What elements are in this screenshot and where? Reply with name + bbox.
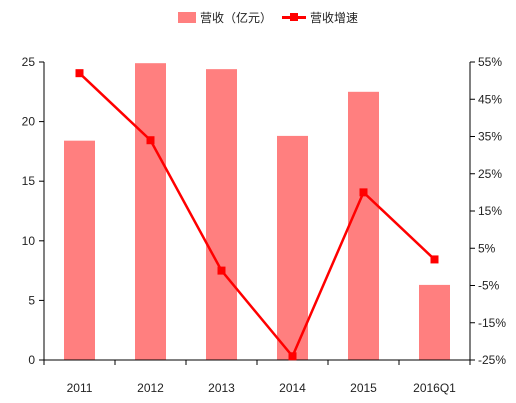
legend-label-revenue: 营收（亿元） [200,10,273,25]
bar-2011 [64,140,95,360]
left-tick-label: 20 [22,115,36,129]
growth-point-2014 [288,352,297,361]
right-tick-label: 35% [478,130,502,144]
legend-item-growth: 营收增速 [282,9,358,26]
right-tick-label: -5% [478,279,500,293]
bar-2014 [277,135,308,360]
right-tick-label: -15% [478,316,506,330]
x-tick-label: 2011 [67,381,93,395]
growth-line [78,72,436,359]
legend-swatch-revenue [178,11,196,23]
legend-label-growth: 营收增速 [310,10,359,25]
left-tick-label: 15 [22,174,36,188]
x-tick-label: 2015 [350,381,377,395]
growth-point-2015 [359,188,368,197]
right-tick-label: 45% [478,92,502,106]
growth-point-2013 [217,266,226,275]
bar-2016Q1 [419,284,450,360]
right-tick-label: 55% [478,55,502,69]
growth-point-2016Q1 [430,255,439,264]
x-tick-label: 2016Q1 [413,381,456,395]
x-tick-label: 2012 [137,381,164,395]
x-tick-label: 2014 [279,381,306,395]
legend-swatch-growth [282,12,307,23]
left-tick-label: 25 [22,55,36,69]
bar-2012 [135,63,166,360]
right-tick-label: -25% [478,353,506,367]
legend-item-revenue: 营收（亿元） [178,9,272,26]
left-tick-label: 10 [22,234,36,248]
right-tick-label: 25% [478,167,502,181]
bar-2015 [348,91,379,361]
right-tick-label: 15% [478,204,502,218]
growth-point-2012 [146,136,155,145]
right-tick-label: 5% [478,241,496,255]
x-tick-label: 2013 [208,381,235,395]
bar-2013 [206,69,237,360]
left-tick-label: 5 [28,293,35,307]
growth-point-2011 [75,69,84,78]
chart-legend: 营收（亿元） 营收增速 [178,6,368,28]
left-tick-label: 0 [28,353,35,367]
